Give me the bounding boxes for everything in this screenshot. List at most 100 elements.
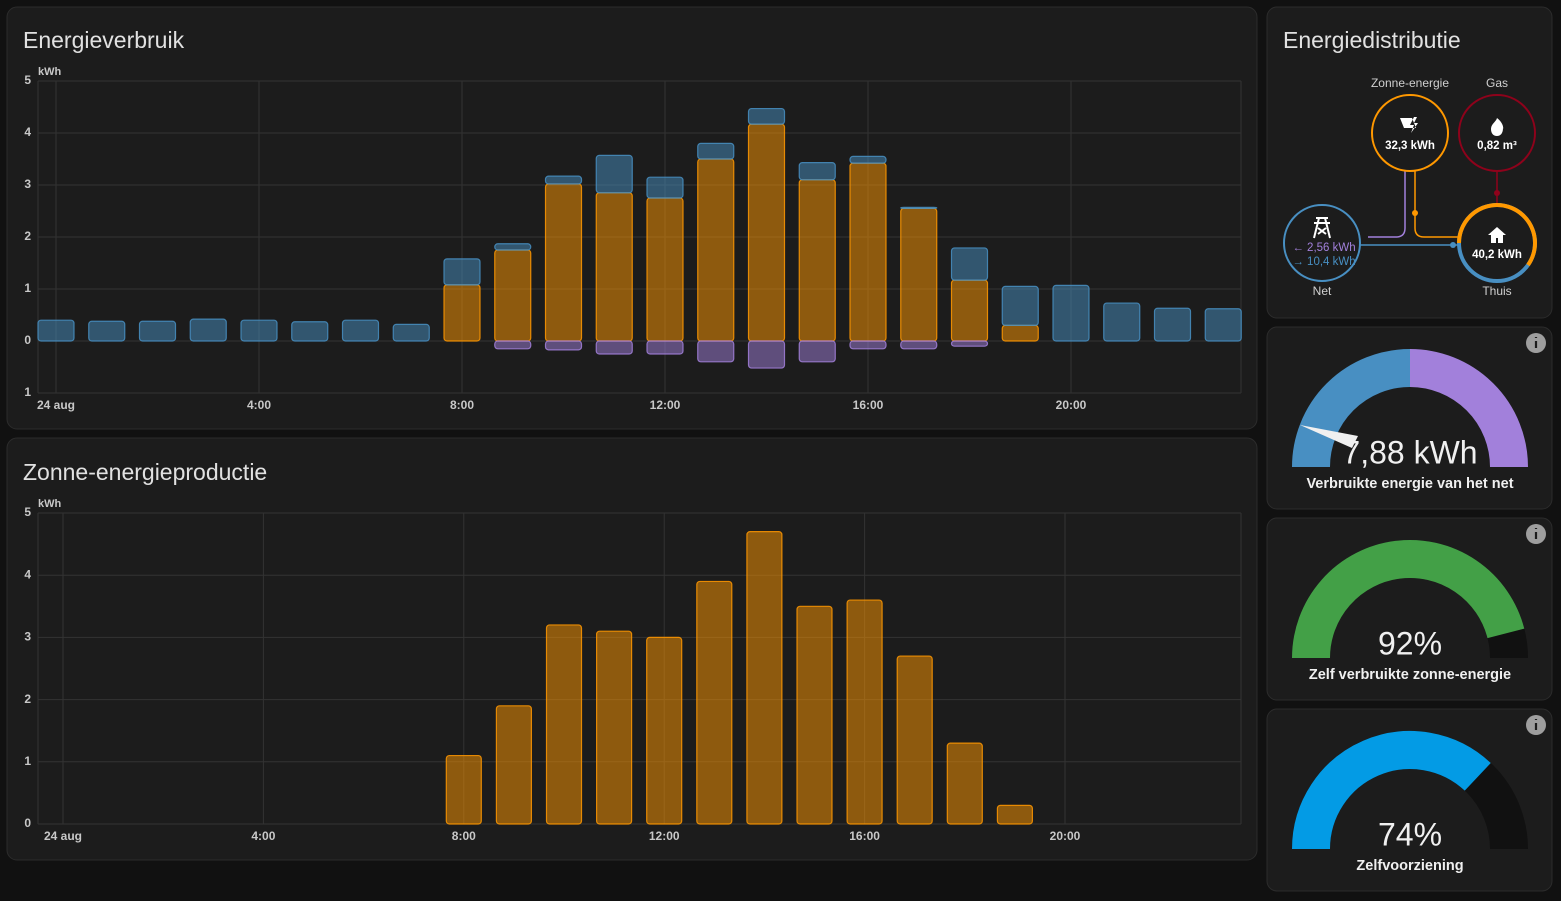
x-tick-label: 4:00 — [251, 829, 275, 843]
node-circle — [1458, 94, 1536, 172]
bar — [138, 320, 177, 342]
y-tick-label: 0 — [24, 333, 31, 347]
bar — [798, 162, 836, 181]
bar — [697, 158, 735, 342]
node-value: 40,2 kWh — [1472, 249, 1522, 261]
card[interactable] — [1266, 708, 1553, 892]
info-button[interactable] — [1526, 524, 1546, 544]
x-tick-label: 16:00 — [853, 398, 884, 412]
bar — [747, 107, 786, 125]
node-label: Net — [1313, 284, 1332, 298]
bar — [595, 154, 633, 194]
card[interactable] — [1266, 517, 1553, 701]
node-gas[interactable]: 0,82 m³ — [1458, 94, 1536, 172]
node-home[interactable]: 40,2 kWh — [1457, 203, 1537, 283]
x-tick-label: 24 aug — [37, 398, 75, 412]
bar — [595, 192, 633, 342]
flow-line — [1414, 171, 1459, 238]
card-title: Zonne-energieproductie — [23, 459, 267, 485]
bar — [341, 319, 380, 342]
bar — [392, 323, 430, 342]
flow-dot — [1450, 242, 1456, 248]
y-tick-label: 5 — [24, 73, 31, 87]
flow-dot — [1412, 210, 1418, 216]
x-tick-label: 20:00 — [1056, 398, 1087, 412]
axis-unit: kWh — [38, 66, 62, 78]
flow-dot — [1494, 190, 1500, 196]
y-tick-label: 3 — [24, 630, 31, 644]
bar — [240, 319, 278, 342]
gauge-value-text: 92% — [1378, 625, 1442, 661]
y-tick-label: 4 — [24, 125, 31, 139]
node-value: 32,3 kWh — [1385, 140, 1435, 152]
gauge-needle — [1300, 425, 1358, 448]
bar — [796, 605, 833, 825]
card[interactable] — [1266, 326, 1553, 510]
gauge-arc — [1292, 349, 1411, 468]
node-label: Thuis — [1482, 284, 1511, 298]
bar — [291, 321, 329, 342]
bar — [950, 279, 989, 342]
bar — [544, 175, 583, 185]
node-label: Gas — [1486, 76, 1508, 90]
bar — [846, 599, 883, 825]
gauge-label: Verbruikte energie van het net — [1306, 476, 1513, 492]
bar — [849, 162, 887, 342]
y-tick-label: 0 — [24, 816, 31, 830]
info-button[interactable] — [1526, 333, 1546, 353]
node-value: → 10,4 kWh — [1292, 256, 1355, 268]
y-tick-label: 1 — [24, 281, 31, 295]
bar — [37, 319, 75, 342]
bar — [443, 258, 481, 286]
bar — [545, 624, 583, 825]
bar — [544, 183, 583, 342]
solar-icon — [1400, 117, 1418, 133]
x-tick-label: 8:00 — [452, 829, 476, 843]
node-value: ← 2,56 kWh — [1292, 242, 1355, 254]
bar — [495, 705, 532, 825]
x-tick-label: 16:00 — [849, 829, 880, 843]
bar — [443, 284, 481, 342]
bar — [849, 155, 887, 164]
bar — [494, 249, 532, 342]
bar — [747, 123, 786, 342]
card-title: Energieverbruik — [23, 27, 185, 53]
flow-line — [1368, 171, 1406, 238]
home-icon — [1488, 227, 1506, 243]
chart: 1 0 1 2 3 4 5 24 aug 4:00 8:00 12:00 16:00 20:00 — [24, 73, 1242, 412]
bar — [1001, 324, 1039, 342]
bar — [996, 804, 1034, 825]
node-solar[interactable]: 32,3 kWh — [1371, 94, 1449, 172]
bar — [189, 318, 227, 342]
gauge-value — [1292, 731, 1491, 850]
grid-icon — [1313, 217, 1331, 239]
bar — [595, 630, 633, 825]
flow-lines — [1360, 171, 1500, 248]
x-tick-label: 12:00 — [650, 398, 681, 412]
card-title: Energiedistributie — [1283, 27, 1461, 53]
bar — [1052, 284, 1090, 342]
info-button[interactable] — [1526, 715, 1546, 735]
bar — [1001, 285, 1039, 326]
bar — [1103, 302, 1141, 342]
node-ring — [1457, 203, 1537, 267]
y-tick-label: 4 — [24, 567, 31, 581]
chart: 0 1 2 3 4 5 24 aug 4:00 8:00 12:00 16:00 20:00 — [24, 505, 1242, 843]
x-tick-label: 24 aug — [44, 829, 82, 843]
node-grid[interactable]: ← 2,56 kWh → 10,4 kWh — [1283, 204, 1361, 282]
bar — [746, 531, 783, 825]
y-tick-label: 3 — [24, 177, 31, 191]
gauge-arc — [1409, 349, 1528, 468]
node-label: Zonne-energie — [1371, 76, 1449, 90]
gauge-value-text: 7,88 kWh — [1342, 434, 1477, 470]
axis-unit: kWh — [38, 498, 62, 510]
x-tick-label: 12:00 — [649, 829, 680, 843]
bar — [88, 320, 126, 342]
bar — [900, 207, 938, 342]
bar — [849, 340, 887, 350]
y-tick-label: 1 — [24, 385, 31, 399]
bar — [900, 206, 938, 210]
bar — [798, 340, 836, 363]
